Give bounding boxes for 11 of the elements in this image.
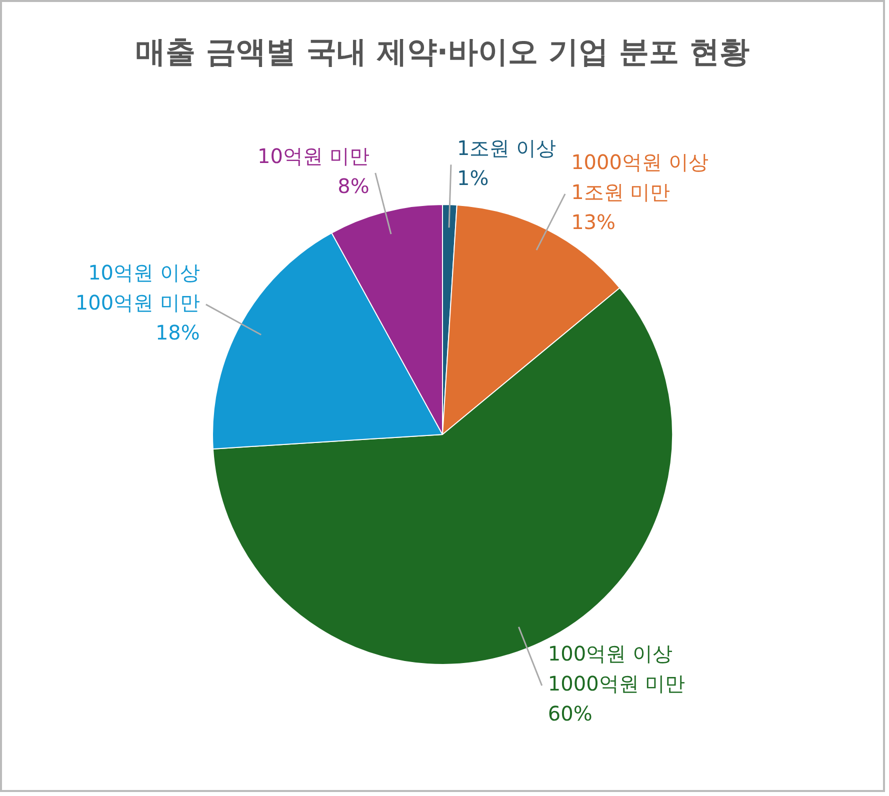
slice-label: 1조원 이상 <box>456 136 556 160</box>
data-label: 60% <box>548 702 592 726</box>
slice-label: 100억원 이상 1000억원 미만 <box>548 642 686 696</box>
chart-title: 매출 금액별 국내 제약·바이오 기업 분포 현황 <box>134 34 751 72</box>
slice-label: 10억원 이상 100억원 미만 <box>75 260 200 315</box>
data-label: 13% <box>571 210 616 234</box>
slice-label: 10억원 미만 <box>258 144 370 168</box>
slice-label: 1000억원 이상 1조원 미만 <box>571 150 708 204</box>
data-label: 18% <box>155 320 200 345</box>
data-label: 8% <box>338 174 370 198</box>
data-label: 1% <box>456 166 489 190</box>
